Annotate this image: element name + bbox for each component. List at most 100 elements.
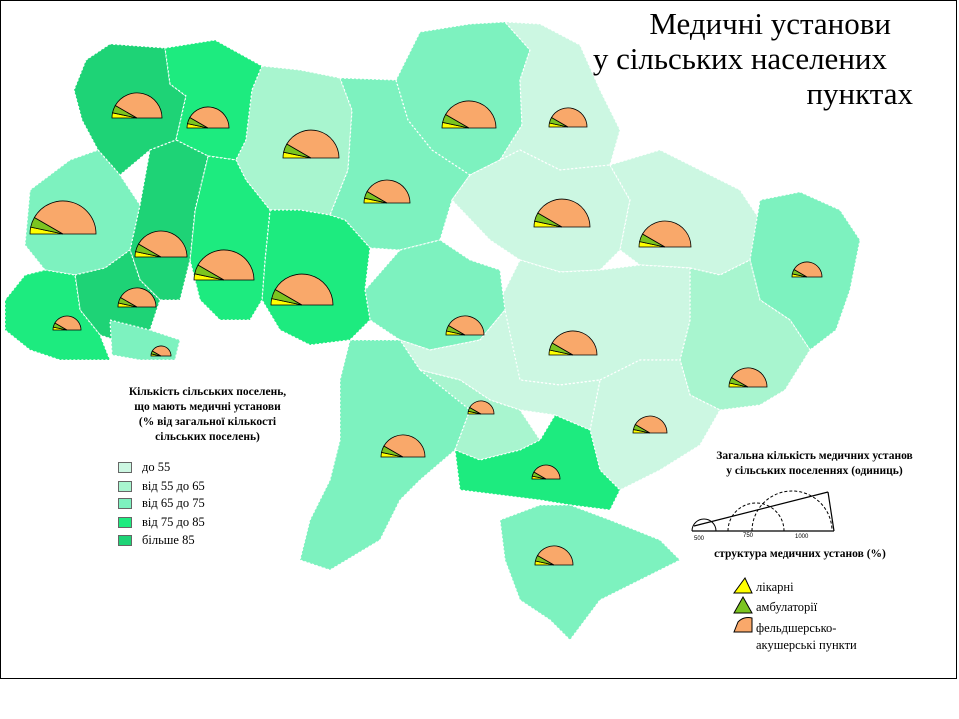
scale-label-1000: 1000 [795, 534, 809, 540]
pie-rivne-feldsher [189, 106, 230, 129]
size-scale [691, 490, 835, 532]
scale-circle-750 [727, 502, 785, 532]
share-class-2-label: від 55 до 65 [142, 478, 205, 493]
region-kherson [454, 414, 621, 511]
pie-ivano-frankivsk [117, 287, 157, 308]
pie-zaporizhzhia-feldsher [634, 415, 668, 434]
pie-rivne [186, 106, 230, 129]
pie-sumy [548, 107, 588, 128]
swatch-hospitals [733, 577, 753, 594]
pie-khmelnytskyi [193, 249, 255, 281]
type-feldsher: фельдшерсько- акушерські пункти [756, 620, 857, 654]
share-legend-title-1: Кількість сільських поселень, [128, 386, 287, 398]
type-feldsher-line-1: фельдшерсько- [756, 621, 837, 635]
swatch-1 [118, 461, 132, 473]
pie-crimea [534, 545, 574, 566]
pie-donetsk-feldsher [730, 367, 768, 388]
share-legend-title-4: сільських поселень) [155, 431, 260, 443]
region-kharkiv [609, 149, 761, 276]
pie-odesa-feldsher [383, 434, 426, 458]
pie-luhansk [791, 261, 823, 278]
pie-kirovohrad [467, 400, 495, 415]
share-class-5: більше 85 [118, 532, 195, 548]
scale-right-line [827, 491, 835, 532]
pie-chernihiv-feldsher [445, 100, 497, 129]
pie-zaporizhzhia [632, 415, 668, 434]
pie-kherson-feldsher [533, 464, 561, 480]
title-line-2: у сільських населених [592, 41, 887, 76]
swatch-3 [118, 497, 132, 509]
pie-ternopil [134, 230, 188, 258]
pie-odesa [380, 434, 426, 458]
total-legend-title-2: у сільських поселеннях (одиниць) [726, 465, 903, 477]
pie-kirovohrad-feldsher [469, 400, 495, 415]
share-class-1: до 55 [118, 459, 170, 475]
pie-chernivtsi-feldsher [151, 345, 172, 357]
structure-label: структура медичних установ (%) [714, 548, 886, 560]
share-class-4-label: від 75 до 85 [142, 514, 205, 529]
scale-circle-1000 [751, 490, 833, 532]
total-legend-title: Загальна кількість медичних установ у сі… [702, 449, 927, 479]
pie-khmelnytskyi-feldsher [197, 249, 255, 281]
scale-label-750: 750 [743, 533, 754, 539]
pie-zhytomyr [282, 129, 340, 159]
pie-volyn [111, 92, 163, 119]
pie-chernihiv [441, 100, 497, 129]
region-crimea [499, 504, 682, 641]
pie-donetsk [728, 367, 768, 388]
pie-cherkasy [445, 315, 485, 336]
share-class-2: від 55 до 65 [118, 478, 205, 494]
pie-vinnytsia-feldsher [274, 273, 334, 306]
scale-label-500: 500 [694, 536, 705, 542]
pie-lviv [29, 200, 97, 235]
scale-upper-line [693, 491, 829, 527]
type-clinics: амбулаторії [756, 600, 818, 614]
map-title: Медичні установи у сільських населених п… [593, 6, 913, 111]
share-class-1-label: до 55 [142, 459, 171, 474]
swatch-4 [118, 516, 132, 528]
pie-cherkasy-feldsher [447, 315, 485, 336]
pie-poltava-feldsher [537, 198, 591, 228]
pie-zakarpattia-feldsher [54, 315, 82, 331]
share-class-5-label: більше 85 [142, 532, 195, 547]
pie-dnipro [548, 330, 598, 356]
pie-dnipro-feldsher [551, 330, 598, 356]
swatch-5 [118, 534, 132, 546]
type-feldsher-line-2: акушерські пункти [756, 638, 857, 652]
swatch-clinics [733, 595, 753, 614]
pie-poltava [533, 198, 591, 228]
pie-kharkiv-feldsher [641, 220, 692, 248]
share-legend-title-3: (% від загальної кількості [138, 416, 277, 428]
title-line-3: пунктах [806, 76, 913, 111]
share-class-3: від 65 до 75 [118, 495, 205, 511]
region-zakarpattia [4, 269, 111, 361]
pie-sumy-feldsher [550, 107, 588, 128]
swatch-2 [118, 480, 132, 492]
share-class-3-label: від 65 до 75 [142, 495, 205, 510]
map-frame [0, 0, 957, 679]
share-legend-title-2: що мають медичні установи [134, 401, 281, 413]
pie-luhansk-feldsher [793, 261, 823, 278]
scale-circle-500 [691, 518, 717, 532]
region-chernihiv [395, 21, 531, 176]
title-line-1: Медичні установи [649, 6, 891, 41]
pie-ternopil-feldsher [137, 230, 188, 258]
region-kirovohrad [398, 308, 601, 431]
type-swatches [733, 577, 753, 633]
pie-volyn-feldsher [114, 92, 163, 119]
total-legend-title-1: Загальна кількість медичних установ [716, 450, 913, 462]
pie-crimea-feldsher [536, 545, 574, 566]
pie-vinnytsia [270, 273, 334, 306]
pie-zakarpattia [52, 315, 82, 331]
pie-lviv-feldsher [33, 200, 97, 235]
swatch-feldsher [733, 617, 753, 633]
share-class-4: від 75 до 85 [118, 514, 205, 530]
pie-ivano-frankivsk-feldsher [119, 287, 157, 308]
type-hospitals: лікарні [756, 580, 794, 594]
pie-kyiv [363, 179, 411, 204]
pie-kyiv-feldsher [366, 179, 411, 204]
share-legend-title: Кількість сільських поселень, що мають м… [100, 385, 315, 445]
pie-zhytomyr-feldsher [286, 129, 340, 159]
region-rivne [164, 39, 263, 161]
